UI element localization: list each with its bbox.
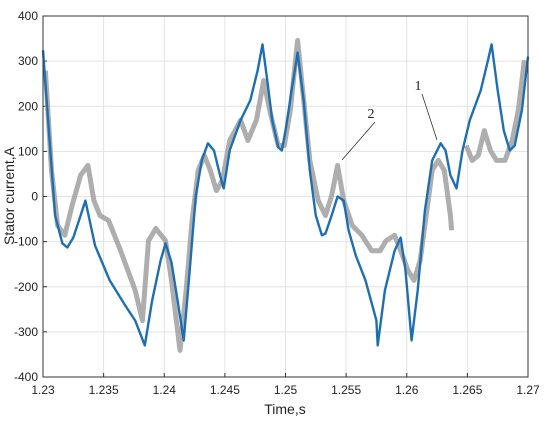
y-axis-label: Stator current,A <box>1 146 17 245</box>
x-tick-label: 1.24 <box>153 383 177 397</box>
y-tick-label: 400 <box>18 9 38 23</box>
x-tick-label: 1.265 <box>452 383 482 397</box>
y-tick-label: -100 <box>14 235 38 249</box>
y-tick-label: 300 <box>18 54 38 68</box>
y-tick-label: -200 <box>14 280 38 294</box>
leader-line <box>341 121 376 161</box>
series-line <box>41 43 530 347</box>
x-tick-label: 1.235 <box>89 383 119 397</box>
x-tick-label: 1.255 <box>331 383 361 397</box>
x-axis-label: Time,s <box>264 401 305 417</box>
x-tick-label: 1.27 <box>516 383 540 397</box>
x-tick-label: 1.25 <box>274 383 298 397</box>
y-tick-label: -400 <box>14 370 38 384</box>
y-tick-label: 0 <box>31 190 38 204</box>
x-tick-label: 1.245 <box>210 383 240 397</box>
leader-line <box>421 93 438 141</box>
y-tick-label: 200 <box>18 99 38 113</box>
y-tick-label: -300 <box>14 325 38 339</box>
annotation: 1 <box>415 79 422 94</box>
x-tick-label: 1.23 <box>31 383 55 397</box>
plot-frame <box>42 15 529 378</box>
y-tick-label: 100 <box>18 144 38 158</box>
annotation: 2 <box>368 107 375 122</box>
x-tick-label: 1.26 <box>395 383 419 397</box>
